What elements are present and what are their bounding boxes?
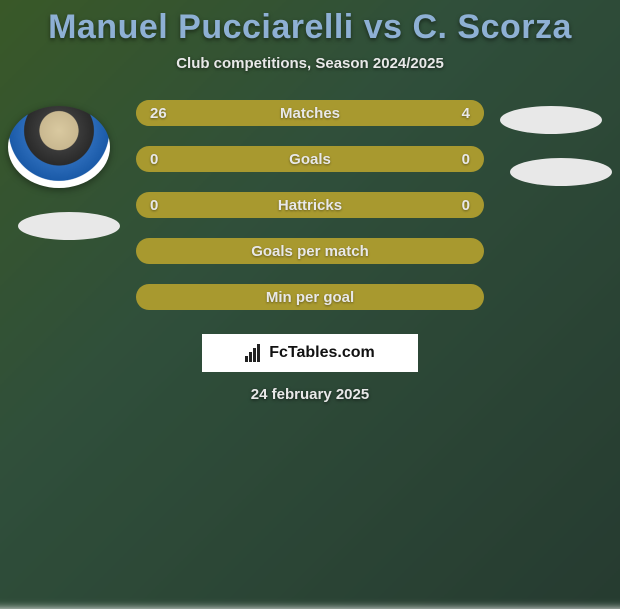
stat-right-value: 0: [462, 197, 470, 214]
logo-text: FcTables.com: [269, 344, 375, 362]
page-title: Manuel Pucciarelli vs C. Scorza: [48, 8, 572, 47]
stat-left-value: 26: [150, 105, 167, 122]
stat-label: Goals per match: [251, 243, 369, 260]
player-left-avatar: [8, 106, 110, 188]
stat-label: Hattricks: [278, 197, 342, 214]
stat-right-value: 4: [462, 105, 470, 122]
stat-right-value: 0: [462, 151, 470, 168]
stat-row: 26 4 Matches: [136, 100, 484, 126]
stat-label: Matches: [280, 105, 340, 122]
comparison-block: 26 4 Matches 0 0 Goals 0 0 Hattricks Goals per ma…: [0, 100, 620, 403]
stat-label: Goals: [289, 151, 331, 168]
stat-row: 0 0 Goals: [136, 146, 484, 172]
stat-row: Min per goal: [136, 284, 484, 310]
stat-left-value: 0: [150, 151, 158, 168]
stat-left-value: 0: [150, 197, 158, 214]
bars-icon: [245, 344, 263, 362]
logo-box: FcTables.com: [202, 334, 418, 372]
player-right-placeholder: [510, 158, 612, 186]
stat-rows: 26 4 Matches 0 0 Goals 0 0 Hattricks Goals per ma…: [136, 100, 484, 310]
stat-row: 0 0 Hattricks: [136, 192, 484, 218]
date-text: 24 february 2025: [251, 386, 369, 403]
stat-label: Min per goal: [266, 289, 354, 306]
row-left-fill: [136, 100, 407, 126]
subtitle: Club competitions, Season 2024/2025: [176, 55, 444, 72]
player-right-avatar-placeholder: [500, 106, 602, 134]
content-container: Manuel Pucciarelli vs C. Scorza Club com…: [0, 0, 620, 580]
player-left-placeholder: [18, 212, 120, 240]
row-right-fill: [407, 100, 484, 126]
stat-row: Goals per match: [136, 238, 484, 264]
